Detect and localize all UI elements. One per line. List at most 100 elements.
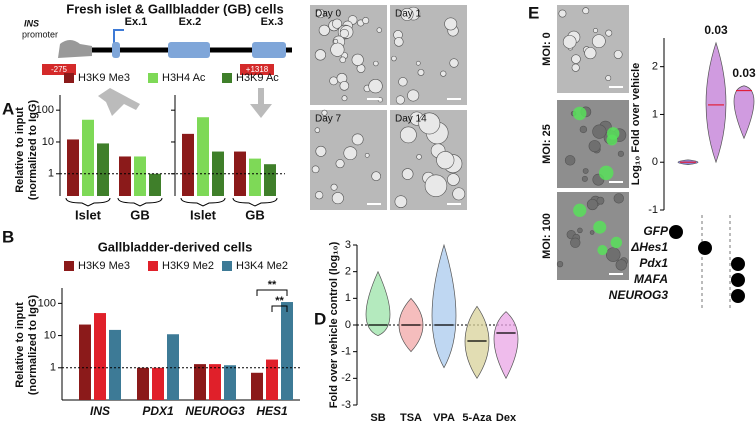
gfp-cell [610,236,623,249]
violin [464,305,490,379]
bar [67,139,79,196]
y-tick-label: -3 [341,399,351,411]
cell [571,63,580,72]
legend-swatch [148,261,158,271]
cell [605,29,613,37]
legend-swatch [148,73,158,83]
cell [407,89,420,102]
bar [109,329,121,400]
y-tick-label: 100 [36,104,54,116]
panel-letter: D [314,309,326,328]
cell [605,247,621,262]
bar [149,173,161,196]
cell [351,133,364,146]
image-label: Day 7 [315,114,342,125]
bar [82,119,94,196]
y-tick-label: 3 [345,239,351,251]
x-tick-label: HES1 [256,404,288,418]
y-tick-label: 0 [345,319,351,331]
cell [570,237,581,248]
group-bracket [232,197,278,207]
y-axis-label: Relative to input [14,107,26,193]
cell [400,7,414,21]
y-axis-label: (normalized to IgG) [27,295,39,396]
cell [592,124,607,139]
legend-label: H3K9 Me3 [78,260,130,272]
image-label: MOI: 0 [541,32,553,66]
cell [589,230,595,235]
cell [592,34,606,49]
legend-label: H3K9 Ac [236,72,279,84]
legend-label: H3K4 Me2 [236,260,288,272]
condition-dot [669,225,683,239]
x-tick-label: Islet [75,207,102,222]
cell [558,9,567,18]
cell [394,37,404,47]
gfp-cell [597,245,608,256]
exon [168,42,210,58]
cell [582,168,589,174]
y-tick-label: 0 [652,156,658,168]
y-tick-label: 10 [44,329,56,341]
chart-title: Gallbladder-derived cells [98,239,253,254]
cell [331,192,344,205]
arrow [98,88,140,116]
cell [391,55,397,62]
bar [281,302,293,400]
site-box [240,64,274,75]
cell [615,259,627,271]
violin [431,243,457,369]
cell [321,109,328,116]
significance-label: ** [268,279,277,291]
cell [581,175,588,182]
violin [493,311,519,380]
cell [415,60,421,66]
arrow [250,88,272,118]
cell [605,75,612,81]
group-bracket [65,197,111,207]
bar [251,372,263,400]
p-value: 0.03 [704,23,728,37]
cell [582,7,590,15]
violin [733,85,755,140]
y-tick-label: -1 [341,346,351,358]
y-tick-label: 10 [42,136,54,148]
cell [579,125,588,134]
cell [447,173,460,186]
promoter-shape [58,40,92,58]
bar [137,367,149,400]
legend-label: H3H4 Ac [162,72,206,84]
gfp-cell [572,106,587,121]
x-tick-label: NEUROG3 [185,404,245,418]
condition-dot [731,273,745,287]
condition-dot [731,289,745,303]
legend-swatch [64,261,74,271]
cell [339,28,349,38]
exon-label: Ex.2 [179,16,202,28]
y-tick-label: 1 [50,362,56,374]
bar [97,143,109,196]
cell [351,53,364,66]
image-label: Day 14 [395,114,427,125]
chart-title: Fresh islet & Gallbladder (GB) cells [66,1,283,16]
x-tick-label: 5-Aza [462,412,492,424]
cell [373,60,379,67]
cell [556,260,564,268]
cell [586,198,599,211]
y-tick-label: -2 [341,372,351,384]
y-axis-label: (normalized to IgG) [27,100,39,201]
x-tick-label: TSA [400,412,422,424]
cell [315,9,325,19]
group-bracket [117,197,163,207]
gfp-cell [593,220,607,234]
bar [152,367,164,400]
violin [365,270,391,337]
gfp-cell [598,165,614,181]
exon-label: Ex.1 [125,16,148,28]
y-tick-label: 1 [652,108,658,120]
cell [329,76,339,86]
cell [315,145,327,157]
x-tick-label: GB [245,207,265,222]
panel-letter: B [2,227,14,246]
cell [449,58,459,68]
